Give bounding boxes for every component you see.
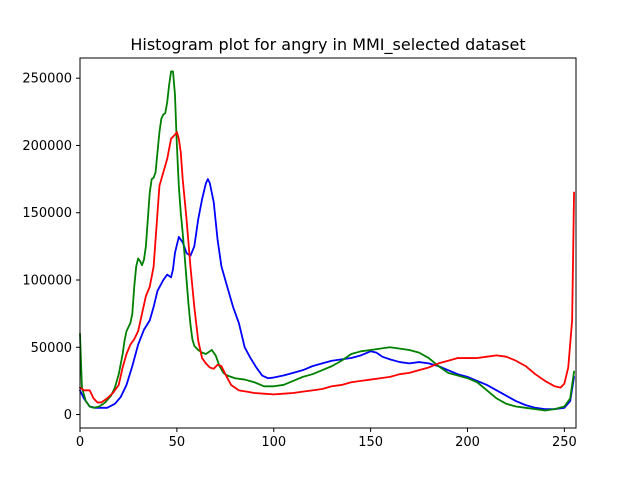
series-line-3 [79,131,575,404]
x-tick-label: 200 [455,435,480,450]
x-axis: 0 50 100 150 200 250 [76,428,577,450]
y-tick-label: 200000 [22,139,72,154]
series-line-2 [79,70,575,412]
x-tick-label: 0 [76,435,84,450]
y-tick-label: 250000 [22,72,72,87]
y-axis: 0 50000 100000 150000 200000 250000 [22,72,80,423]
x-tick-label: 250 [552,435,577,450]
x-tick-label: 150 [358,435,383,450]
y-tick-label: 50000 [31,341,72,356]
plot-frame [79,57,577,429]
y-tick-label: 100000 [22,274,72,289]
series-line-1 [79,178,575,411]
y-tick-label: 150000 [22,206,72,221]
x-tick-label: 100 [261,435,286,450]
chart-title: Histogram plot for angry in MMI_selected… [130,35,525,55]
y-tick-label: 0 [64,408,72,423]
x-tick-label: 50 [169,435,186,450]
series-layer [79,70,575,412]
